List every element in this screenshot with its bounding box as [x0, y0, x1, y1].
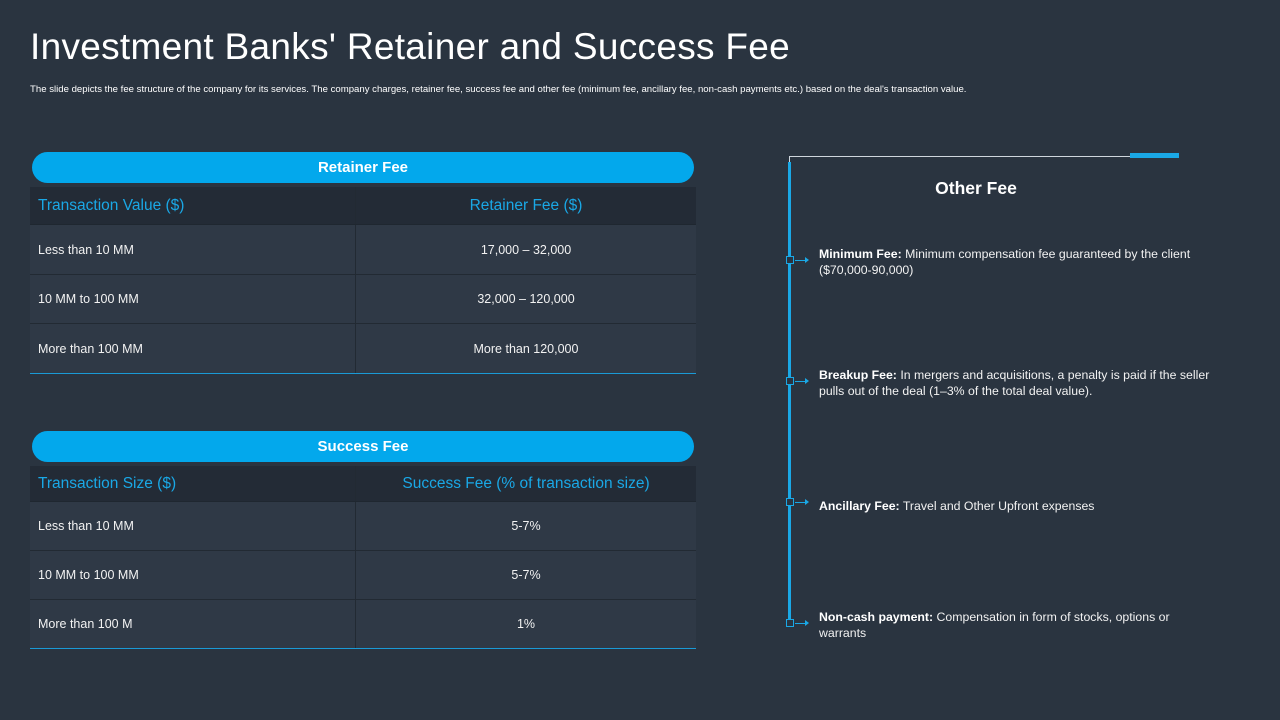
fee-label: Ancillary Fee:	[819, 499, 900, 513]
fee-item-ancillary: Ancillary Fee: Travel and Other Upfront …	[819, 498, 1229, 514]
table-cell: Less than 10 MM	[30, 225, 356, 274]
table-cell: Less than 10 MM	[30, 502, 356, 550]
timeline-bracket	[789, 156, 790, 164]
table-cell: 10 MM to 100 MM	[30, 275, 356, 323]
fee-text: Minimum compensation fee guaranteed by t…	[819, 247, 1191, 277]
success-fee-table: Transaction Size ($) Success Fee (% of t…	[30, 466, 696, 649]
column-header: Transaction Size ($)	[30, 466, 356, 501]
timeline-line	[788, 162, 791, 625]
arrow-right-icon	[795, 257, 809, 263]
timeline-marker	[786, 256, 794, 264]
table-cell: More than 120,000	[473, 341, 579, 356]
table-cell: 5-7%	[511, 568, 541, 582]
fee-label: Minimum Fee:	[819, 247, 902, 261]
timeline-bracket-line	[789, 156, 1134, 157]
table-cell: 1%	[516, 617, 536, 631]
fee-item-breakup: Breakup Fee: In mergers and acquisitions…	[819, 367, 1229, 399]
table-cell: 32,000 – 120,000	[477, 292, 575, 306]
retainer-fee-header: Retainer Fee	[32, 152, 694, 183]
column-header: Success Fee (% of transaction size)	[402, 474, 650, 492]
table-row: 10 MM to 100 MM 32,000 – 120,000	[30, 275, 696, 324]
table-header-row: Transaction Size ($) Success Fee (% of t…	[30, 466, 696, 502]
table-cell: More than 100 M	[30, 600, 356, 648]
arrow-right-icon	[795, 378, 809, 384]
other-fee-heading: Other Fee	[935, 178, 1017, 198]
arrow-right-icon	[795, 499, 809, 505]
timeline-marker	[786, 619, 794, 627]
fee-text: In mergers and acquisitions, a penalty i…	[819, 368, 1210, 398]
table-cell: More than 100 MM	[30, 324, 356, 373]
table-row: Less than 10 MM 5-7%	[30, 502, 696, 551]
retainer-fee-table: Transaction Value ($) Retainer Fee ($) L…	[30, 187, 696, 374]
fee-label: Breakup Fee:	[819, 368, 897, 382]
table-cell: 17,000 – 32,000	[480, 242, 572, 257]
table-row: Less than 10 MM 17,000 – 32,000	[30, 225, 696, 275]
fee-item-minimum: Minimum Fee: Minimum compensation fee gu…	[819, 246, 1229, 278]
fee-text: Compensation in form of stocks, options …	[819, 610, 1170, 640]
arrow-right-icon	[795, 620, 809, 626]
table-row: More than 100 MM More than 120,000	[30, 324, 696, 373]
page-title: Investment Banks' Retainer and Success F…	[30, 26, 791, 67]
table-row: 10 MM to 100 MM 5-7%	[30, 551, 696, 600]
column-header: Retainer Fee ($)	[469, 196, 583, 214]
timeline-marker	[786, 377, 794, 385]
success-fee-header: Success Fee	[32, 431, 694, 462]
table-header-row: Transaction Value ($) Retainer Fee ($)	[30, 187, 696, 225]
page-subtitle: The slide depicts the fee structure of t…	[30, 84, 967, 95]
table-cell: 10 MM to 100 MM	[30, 551, 356, 599]
table-row: More than 100 M 1%	[30, 600, 696, 648]
table-cell: 5-7%	[511, 519, 541, 533]
fee-label: Non-cash payment:	[819, 610, 934, 624]
fee-text: Travel and Other Upfront expenses	[899, 499, 1095, 513]
column-header: Transaction Value ($)	[30, 187, 356, 224]
accent-bar	[1130, 153, 1179, 158]
timeline-marker	[786, 498, 794, 506]
fee-item-non-cash: Non-cash payment: Compensation in form o…	[819, 609, 1189, 641]
